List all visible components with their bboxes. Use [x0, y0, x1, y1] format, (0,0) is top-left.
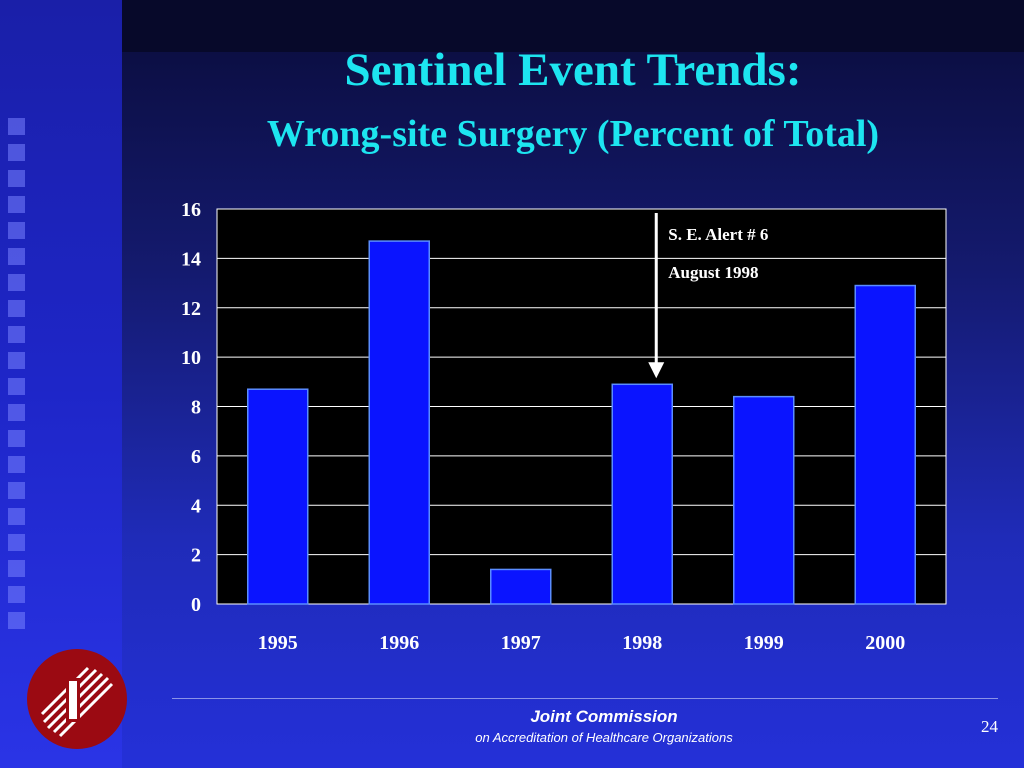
left-decorative-strip [0, 0, 122, 768]
decorative-square [8, 248, 25, 265]
decorative-square [8, 430, 25, 447]
y-tick-label: 0 [191, 594, 201, 616]
y-tick-label: 12 [181, 298, 201, 320]
bar-2000 [854, 284, 916, 605]
footer-divider [172, 698, 998, 699]
grid-lines [217, 208, 946, 556]
bar-1996 [368, 240, 430, 605]
page-number: 24 [981, 717, 998, 736]
bars [247, 240, 916, 605]
decorative-square [8, 586, 25, 603]
decorative-square [8, 612, 25, 629]
x-tick-label: 1996 [379, 632, 419, 654]
y-tick-label: 10 [181, 347, 201, 369]
decorative-squares [8, 118, 25, 638]
footer-org-name: Joint Commission [530, 707, 678, 726]
decorative-square [8, 404, 25, 421]
decorative-square [8, 378, 25, 395]
decorative-square [8, 222, 25, 239]
x-tick-labels: 1995 1996 1997 1998 1999 2000 [258, 632, 906, 654]
footer-org-subtitle: on Accreditation of Healthcare Organizat… [475, 730, 733, 745]
x-tick-label: 1997 [501, 632, 541, 654]
joint-commission-logo-icon [27, 649, 127, 749]
decorative-square [8, 118, 25, 135]
annotation-line1: S. E. Alert # 6 [668, 225, 768, 244]
decorative-square [8, 352, 25, 369]
decorative-square [8, 482, 25, 499]
slide-subtitle: Wrong-site Surgery (Percent of Total) [266, 113, 880, 155]
decorative-square [8, 274, 25, 291]
bar-1995 [247, 388, 309, 605]
decorative-square [8, 196, 25, 213]
bar-1999 [733, 395, 795, 605]
decorative-square [8, 508, 25, 525]
decorative-square [8, 170, 25, 187]
decorative-square [8, 300, 25, 317]
bar-1998 [611, 383, 673, 605]
y-tick-label: 14 [181, 248, 201, 270]
x-tick-label: 1995 [258, 632, 298, 654]
decorative-square [8, 534, 25, 551]
annotation-group: S. E. Alert # 6 August 1998 [648, 213, 768, 379]
x-tick-label: 1999 [744, 632, 784, 654]
slide-title: Sentinel Event Trends: [344, 44, 802, 96]
y-tick-label: 8 [191, 397, 201, 419]
decorative-square [8, 560, 25, 577]
y-tick-labels: 0 2 4 6 8 10 12 14 16 [181, 199, 201, 616]
y-tick-label: 6 [191, 446, 201, 468]
decorative-square [8, 456, 25, 473]
x-tick-label: 1998 [622, 632, 662, 654]
annotation-arrowhead [648, 362, 665, 379]
bar-1997 [490, 568, 552, 605]
decorative-square [8, 144, 25, 161]
y-tick-label: 2 [191, 545, 201, 567]
top-band [122, 0, 1024, 52]
y-tick-label: 4 [191, 495, 201, 517]
annotation-line2: August 1998 [668, 263, 758, 282]
x-tick-label: 2000 [865, 632, 905, 654]
decorative-square [8, 326, 25, 343]
y-tick-label: 16 [181, 199, 201, 221]
